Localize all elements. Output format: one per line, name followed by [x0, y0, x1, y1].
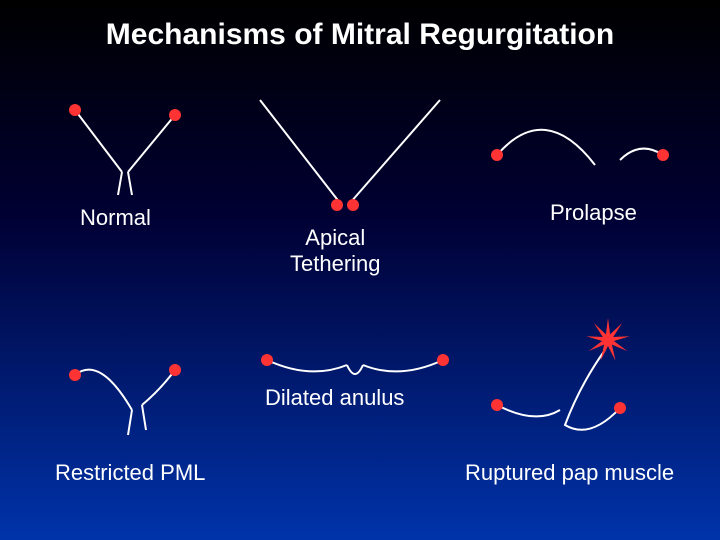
annulus-dot-icon — [347, 199, 359, 211]
label-dilated-anulus: Dilated anulus — [265, 385, 404, 411]
label-line: Dilated anulus — [265, 385, 404, 410]
label-restricted-pml: Restricted PML — [55, 460, 205, 486]
leaflet-path — [142, 370, 175, 405]
leaflet-path — [347, 365, 363, 374]
annulus-dot-icon — [261, 354, 273, 366]
annulus-dot-icon — [69, 369, 81, 381]
diagram-ruptured-pap — [485, 305, 685, 455]
rupture-starburst-icon — [586, 318, 629, 361]
annulus-dot-icon — [614, 402, 626, 414]
label-prolapse: Prolapse — [550, 200, 637, 226]
leaflet-path — [75, 370, 132, 410]
label-line: Restricted PML — [55, 460, 205, 485]
leaflet-path — [497, 405, 560, 416]
annulus-dot-icon — [69, 104, 81, 116]
annulus-dot-icon — [331, 199, 343, 211]
diagram-normal — [60, 100, 220, 200]
leaflet-path — [75, 110, 122, 172]
leaflet-path — [118, 172, 122, 195]
slide: Mechanisms of Mitral Regurgitation Norma… — [0, 0, 720, 540]
leaflet-path — [565, 350, 620, 430]
annulus-dot-icon — [491, 399, 503, 411]
label-apical-tethering: ApicalTethering — [290, 225, 381, 277]
leaflet-path — [497, 130, 595, 165]
diagram-prolapse — [485, 125, 675, 205]
leaflet-path — [363, 360, 443, 371]
annulus-dot-icon — [169, 364, 181, 376]
leaflet-path — [620, 149, 663, 160]
diagram-restricted-pml — [60, 350, 230, 450]
label-line: Ruptured pap muscle — [465, 460, 674, 485]
annulus-dot-icon — [491, 149, 503, 161]
label-normal: Normal — [80, 205, 151, 231]
label-line: Prolapse — [550, 200, 637, 225]
leaflet-path — [267, 360, 347, 371]
label-line: Apical — [305, 225, 365, 250]
label-line: Normal — [80, 205, 151, 230]
annulus-dot-icon — [657, 149, 669, 161]
label-line: Tethering — [290, 251, 381, 276]
leaflet-path — [350, 100, 440, 203]
annulus-dot-icon — [437, 354, 449, 366]
diagram-apical-tethering — [250, 95, 450, 225]
leaflet-path — [142, 405, 146, 430]
leaflet-path — [128, 172, 132, 195]
slide-title: Mechanisms of Mitral Regurgitation — [0, 18, 720, 52]
leaflet-path — [128, 410, 132, 435]
leaflet-path — [128, 115, 175, 172]
annulus-dot-icon — [169, 109, 181, 121]
label-ruptured-pap: Ruptured pap muscle — [465, 460, 674, 486]
leaflet-path — [260, 100, 340, 203]
